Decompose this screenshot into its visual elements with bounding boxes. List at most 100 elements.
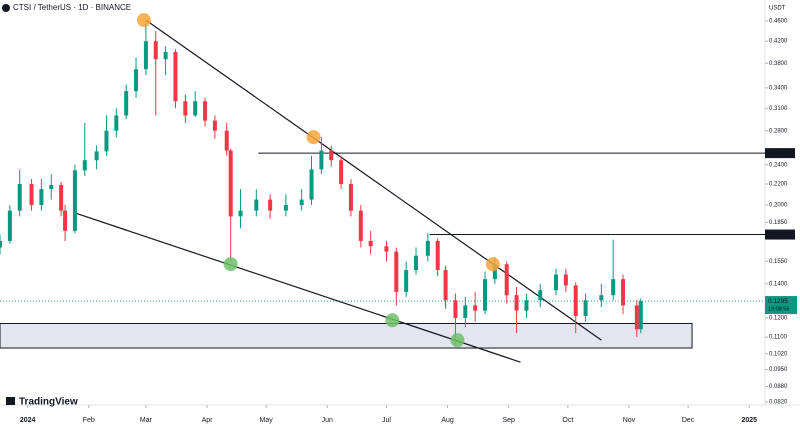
- candle-body: [384, 246, 389, 252]
- y-tick-label: 0.3800: [769, 61, 788, 67]
- candle-body: [143, 41, 148, 70]
- candle-body: [299, 199, 304, 206]
- candle-body: [72, 170, 77, 231]
- candle-body: [492, 264, 497, 280]
- candle-body: [49, 184, 54, 190]
- support-zone: [0, 322, 693, 349]
- candle-body: [339, 160, 344, 184]
- chart-title: CTSI / TetherUS · 1D · BINANCE: [13, 3, 131, 12]
- x-tick-label: Feb: [83, 417, 95, 424]
- candle-body: [39, 189, 44, 206]
- y-tick-label: 0.0820: [769, 400, 788, 406]
- candle-body: [394, 251, 399, 292]
- candle-body: [254, 199, 259, 211]
- candle-body: [203, 101, 208, 121]
- symbol-icon: [2, 4, 10, 12]
- x-tick-label: Mar: [140, 417, 153, 424]
- y-tick-label: 0.1200: [769, 315, 788, 321]
- candle-body: [309, 169, 314, 200]
- y-tick-label: 0.0950: [769, 367, 788, 373]
- countdown: 19:08:56: [768, 307, 789, 313]
- candle-body: [329, 150, 334, 161]
- candle-body: [183, 101, 188, 116]
- marker: [450, 333, 465, 348]
- candle-body: [59, 184, 64, 211]
- y-tick-label: 0.1400: [769, 281, 788, 287]
- y-tick-label: 0.2200: [769, 182, 788, 188]
- candle-body: [611, 279, 616, 296]
- candle-body: [638, 301, 643, 330]
- y-tick-label: 0.2800: [769, 128, 788, 134]
- candle-body: [443, 270, 448, 301]
- level-tag: [765, 229, 795, 240]
- y-tick-label: 0.2400: [769, 162, 788, 168]
- candle-body: [634, 305, 639, 330]
- candle-body: [268, 199, 273, 211]
- candle-body: [283, 205, 288, 211]
- candle-body: [463, 305, 468, 318]
- candle-body: [134, 69, 139, 92]
- candle-body: [0, 240, 2, 248]
- x-tick-label: Sep: [502, 417, 515, 424]
- marker: [223, 257, 238, 272]
- y-tick-label: 0.1020: [769, 351, 788, 357]
- y-tick-label: 0.1100: [769, 335, 788, 341]
- candle-body: [163, 51, 168, 60]
- x-tick-label: Dec: [682, 417, 695, 424]
- candle-body: [124, 91, 129, 116]
- y-tick-label: 0.4600: [769, 19, 788, 25]
- candle-body: [7, 210, 12, 241]
- candle-body: [238, 210, 243, 217]
- candle-body: [228, 150, 233, 217]
- candle-body: [368, 240, 373, 247]
- last-price-tag: [765, 296, 797, 315]
- candle-body: [538, 290, 543, 301]
- candle-body: [414, 255, 419, 271]
- candle-body: [63, 210, 68, 231]
- candle-body: [425, 240, 430, 256]
- x-tick-label: Nov: [623, 417, 636, 424]
- level-tag: [765, 148, 795, 159]
- candle-body: [483, 279, 488, 311]
- candle-body: [224, 130, 229, 151]
- x-tick-label: 2025: [741, 417, 757, 424]
- candle-body: [435, 240, 440, 271]
- candle-body: [583, 300, 588, 317]
- candle-body: [504, 264, 509, 296]
- x-tick-label: Jun: [322, 417, 333, 424]
- candle-body: [524, 300, 529, 311]
- candle-body: [473, 305, 478, 311]
- marker: [485, 257, 500, 272]
- x-tick-label: Oct: [562, 417, 573, 424]
- trendline: [74, 212, 521, 363]
- candle-body: [563, 274, 568, 286]
- candle-body: [554, 274, 559, 291]
- candle-body: [358, 210, 363, 241]
- candle-body: [599, 295, 604, 301]
- candle-body: [573, 285, 578, 317]
- candle-body: [17, 183, 22, 211]
- trendline: [145, 19, 602, 341]
- candle-body: [82, 160, 87, 171]
- y-tick-label: 0.3400: [769, 85, 788, 91]
- candle-body: [514, 295, 519, 311]
- marker: [136, 13, 151, 28]
- x-tick-label: Aug: [441, 417, 454, 424]
- candle-body: [348, 183, 353, 211]
- x-tick-label: May: [260, 417, 274, 424]
- candle-body: [193, 101, 198, 116]
- brand: TradingView: [19, 397, 78, 408]
- marker: [306, 130, 321, 145]
- candle-body: [153, 41, 158, 60]
- x-tick-label: Apr: [202, 417, 214, 424]
- candle-body: [104, 130, 109, 152]
- y-tick-label: 0.1850: [769, 220, 788, 226]
- candle-body: [453, 300, 458, 318]
- candle-body: [212, 120, 217, 131]
- level-label: 0.1750: [768, 231, 788, 238]
- candle-body: [404, 270, 409, 292]
- last-price-label: 0.1295: [768, 298, 788, 305]
- candle-body: [621, 279, 626, 306]
